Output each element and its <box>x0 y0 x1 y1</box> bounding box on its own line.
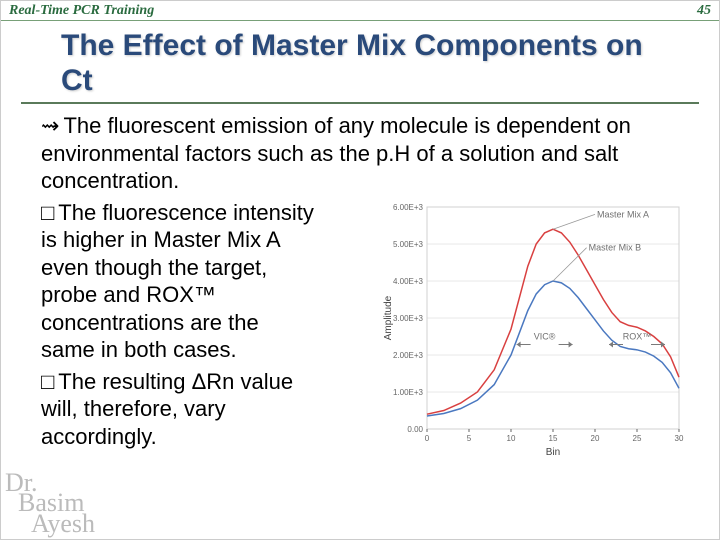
svg-text:1.00E+3: 1.00E+3 <box>393 388 424 397</box>
svg-text:5: 5 <box>467 434 472 443</box>
svg-text:Bin: Bin <box>546 447 560 458</box>
svg-text:ROX™: ROX™ <box>623 331 652 341</box>
svg-text:5.00E+3: 5.00E+3 <box>393 240 424 249</box>
svg-text:30: 30 <box>675 434 684 443</box>
p3l1: will, therefore, vary <box>41 396 226 421</box>
header-left: Real-Time PCR Training <box>9 3 154 19</box>
svg-text:2.00E+3: 2.00E+3 <box>393 351 424 360</box>
svg-text:25: 25 <box>633 434 642 443</box>
svg-text:0.00: 0.00 <box>407 425 423 434</box>
svg-text:Amplitude: Amplitude <box>383 295 394 340</box>
p2l1: is higher in Master Mix A <box>41 227 281 252</box>
sig-l3: Ayesh <box>31 509 95 538</box>
content-area: ⇝The fluorescent emission of any molecul… <box>1 112 719 454</box>
svg-text:15: 15 <box>549 434 558 443</box>
p2l0: The fluorescence intensity <box>58 200 314 225</box>
svg-text:20: 20 <box>591 434 600 443</box>
svg-text:10: 10 <box>507 434 516 443</box>
paragraph-2: □The fluorescence intensity is higher in… <box>41 199 371 364</box>
header-bar: Real-Time PCR Training 45 <box>1 1 719 21</box>
p2l3: probe and ROX™ <box>41 282 216 307</box>
paragraph-1: ⇝The fluorescent emission of any molecul… <box>41 112 679 195</box>
svg-text:6.00E+3: 6.00E+3 <box>393 203 424 212</box>
p2l2: even though the target, <box>41 255 267 280</box>
paragraph-3: □The resulting ΔRn value will, therefore… <box>41 368 371 451</box>
p3l2: accordingly. <box>41 424 157 449</box>
svg-text:Master Mix B: Master Mix B <box>589 242 642 252</box>
p2l5: same in both cases. <box>41 337 237 362</box>
page-title: The Effect of Master Mix Components on C… <box>21 21 699 104</box>
signature: Dr. Basim Ayesh <box>5 473 95 535</box>
para1-text: The fluorescent emission of any molecule… <box>41 113 631 193</box>
p2l4: concentrations are the <box>41 310 259 335</box>
svg-text:4.00E+3: 4.00E+3 <box>393 277 424 286</box>
slide-number: 45 <box>697 3 711 19</box>
svg-text:Master Mix A: Master Mix A <box>597 209 649 219</box>
svg-text:0: 0 <box>425 434 430 443</box>
amplitude-chart: 0.00 1.00E+3 2.00E+3 3.00E+3 4.00E+3 5.00E+3 6… <box>379 199 689 459</box>
bullet-box-icon-2: □ <box>41 369 54 394</box>
bullet-box-icon: □ <box>41 200 54 225</box>
svg-text:3.00E+3: 3.00E+3 <box>393 314 424 323</box>
svg-text:VIC®: VIC® <box>534 331 556 341</box>
bullet-swirl-icon: ⇝ <box>41 113 59 138</box>
p3l0: The resulting ΔRn value <box>58 369 293 394</box>
